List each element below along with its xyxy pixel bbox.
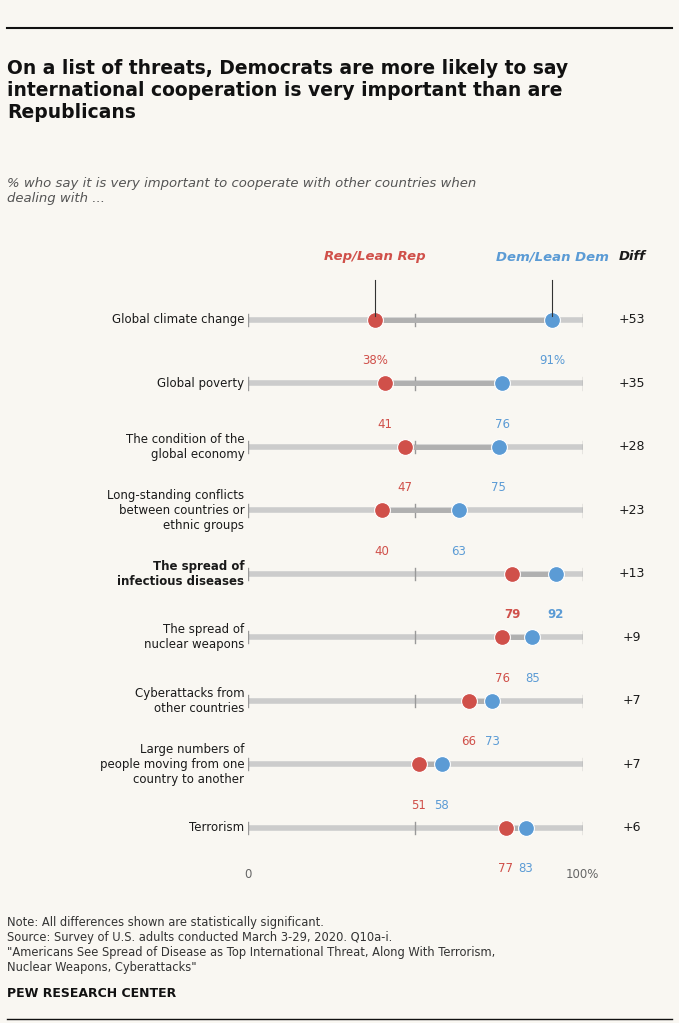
Text: 40: 40 [374, 545, 389, 558]
Text: 85: 85 [525, 672, 540, 685]
Point [369, 312, 380, 328]
Text: 66: 66 [461, 736, 476, 749]
Text: +53: +53 [619, 313, 645, 326]
Text: The condition of the
global economy: The condition of the global economy [126, 433, 244, 461]
Text: On a list of threats, Democrats are more likely to say
international cooperation: On a list of threats, Democrats are more… [7, 59, 568, 122]
Text: 73: 73 [485, 736, 500, 749]
Text: 47: 47 [398, 482, 413, 494]
Text: 76: 76 [495, 672, 510, 685]
Text: 41: 41 [378, 418, 392, 431]
Point [380, 375, 390, 392]
Text: 91%: 91% [539, 355, 566, 367]
Text: 83: 83 [518, 862, 533, 876]
Text: +23: +23 [619, 504, 645, 517]
Point [487, 693, 498, 709]
Text: +7: +7 [623, 695, 641, 707]
Text: Note: All differences shown are statistically significant.
Source: Survey of U.S: Note: All differences shown are statisti… [7, 916, 495, 974]
Text: PEW RESEARCH CENTER: PEW RESEARCH CENTER [7, 987, 176, 999]
Text: 38%: 38% [362, 355, 388, 367]
Text: Large numbers of
people moving from one
country to another: Large numbers of people moving from one … [100, 743, 244, 786]
Text: The spread of
infectious diseases: The spread of infectious diseases [117, 560, 244, 588]
Text: +13: +13 [619, 568, 645, 580]
Point [507, 566, 517, 582]
Text: % who say it is very important to cooperate with other countries when
dealing wi: % who say it is very important to cooper… [7, 177, 476, 205]
Point [413, 756, 424, 772]
Text: The spread of
nuclear weapons: The spread of nuclear weapons [144, 623, 244, 652]
Point [400, 439, 411, 455]
Point [376, 502, 387, 519]
Text: +6: +6 [623, 821, 641, 835]
Text: 92: 92 [548, 609, 564, 621]
Text: 58: 58 [435, 799, 449, 812]
Text: 75: 75 [492, 482, 507, 494]
Text: Rep/Lean Rep: Rep/Lean Rep [325, 251, 426, 263]
Point [437, 756, 447, 772]
Text: +9: +9 [623, 631, 641, 643]
Text: +28: +28 [619, 441, 645, 453]
Text: +35: +35 [619, 376, 645, 390]
Text: 77: 77 [498, 862, 513, 876]
Point [500, 819, 511, 836]
Text: +7: +7 [623, 758, 641, 771]
Text: 51: 51 [411, 799, 426, 812]
Text: Global climate change: Global climate change [112, 313, 244, 326]
Point [520, 819, 531, 836]
Point [463, 693, 474, 709]
Text: Terrorism: Terrorism [189, 821, 244, 835]
Text: 76: 76 [495, 418, 510, 431]
Text: 79: 79 [504, 609, 521, 621]
Text: 63: 63 [452, 545, 466, 558]
Text: Dem/Lean Dem: Dem/Lean Dem [496, 251, 609, 263]
Point [527, 629, 538, 646]
Text: Long-standing conflicts
between countries or
ethnic groups: Long-standing conflicts between countrie… [107, 489, 244, 532]
Point [454, 502, 464, 519]
Text: Diff: Diff [619, 251, 645, 263]
Point [547, 312, 558, 328]
Point [497, 375, 508, 392]
Text: Cyberattacks from
other countries: Cyberattacks from other countries [135, 686, 244, 715]
Point [551, 566, 562, 582]
Point [497, 629, 508, 646]
Text: Global poverty: Global poverty [158, 376, 244, 390]
Point [494, 439, 504, 455]
